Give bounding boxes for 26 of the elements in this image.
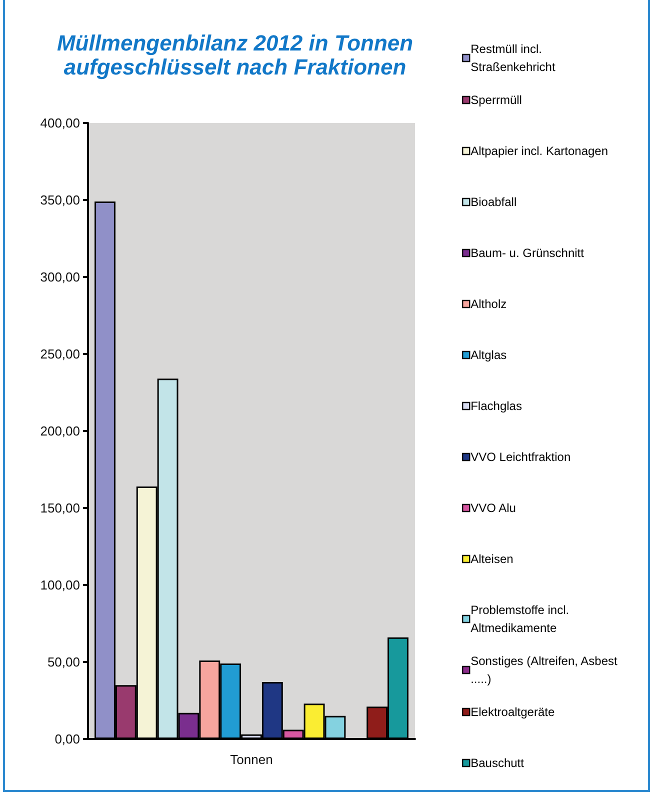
y-tick-label: 350,00: [40, 192, 80, 208]
legend-label: Elektroaltgeräte: [470, 705, 555, 719]
y-tick-label: 250,00: [40, 346, 80, 362]
y-tick-label: 400,00: [40, 116, 80, 130]
legend-label: Problemstoffe incl. Altmedikamente: [470, 603, 572, 635]
y-tick-label: 150,00: [40, 500, 80, 516]
legend-label: Sonstiges (Altreifen, Asbest .....): [470, 654, 621, 686]
y-tick-label: 100,00: [40, 578, 80, 592]
legend-label: VVO Alu: [470, 501, 516, 515]
y-tick-label: 300,00: [40, 270, 80, 284]
legend-label: VVO Leichtfraktion: [470, 450, 571, 464]
y-tick-label: 0,00: [54, 732, 80, 746]
y-tick-label: 50,00: [47, 654, 80, 670]
legend-label: Bauschutt: [470, 756, 525, 770]
legend-label: Bioabfall: [470, 195, 517, 209]
chart-title: Müllmengenbilanz 2012 in Tonnen aufgeschlüsselt nach Fraktionen: [56, 30, 414, 80]
legend-label: Altpapier incl. Kartonagen: [470, 144, 608, 158]
legend-label: Flachglas: [470, 399, 522, 413]
legend-label: Altglas: [470, 348, 507, 362]
y-tick-label: 200,00: [40, 424, 80, 438]
legend-label: Alteisen: [470, 552, 514, 566]
legend-label: Sperrmüll: [470, 93, 522, 107]
x-tick-label: Tonnen: [230, 752, 273, 767]
legend-label: Baum- u. Grünschnitt: [470, 246, 585, 260]
legend-label: Restmüll incl. Straßenkehricht: [470, 42, 556, 74]
legend-label: Altholz: [470, 297, 507, 311]
